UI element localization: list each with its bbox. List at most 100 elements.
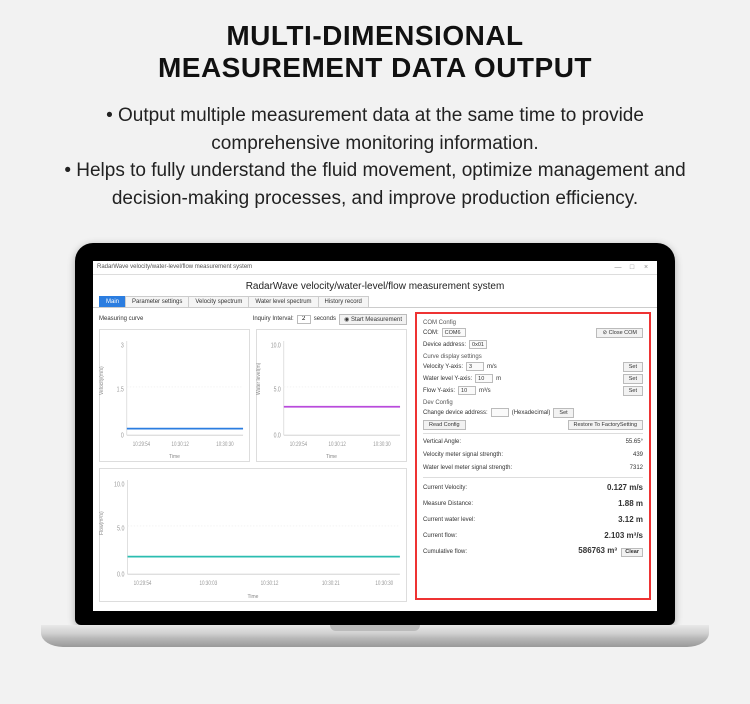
- device-address-field[interactable]: 0x01: [469, 340, 487, 349]
- headline: MULTI-DIMENSIONAL MEASUREMENT DATA OUTPU…: [30, 20, 720, 84]
- cumulative-flow-label: Cumulative flow:: [423, 549, 467, 555]
- flow-chart: Flow(m³/s) Time 10.0 5.0 0.0: [99, 468, 407, 602]
- com-label: COM:: [423, 330, 439, 336]
- vertical-angle-value: 55.65°: [626, 439, 643, 445]
- svg-text:10:30:12: 10:30:12: [329, 441, 346, 448]
- current-flow-value: 2.103 m³/s: [604, 531, 643, 540]
- flow-xlabel: Time: [248, 594, 259, 600]
- measuring-curve-label: Measuring curve: [99, 316, 143, 322]
- window-close-icon[interactable]: ×: [639, 264, 653, 271]
- svg-text:10:30:21: 10:30:21: [322, 581, 340, 588]
- vms-label: Velocity meter signal strength:: [423, 452, 503, 458]
- app-title: RadarWave velocity/water-level/flow meas…: [93, 275, 657, 296]
- tab-velocity-spectrum[interactable]: Velocity spectrum: [188, 296, 249, 307]
- start-measurement-button[interactable]: ◉ Start Measurement: [339, 314, 407, 325]
- flow-y-label: Flow Y-axis:: [423, 388, 455, 394]
- window-titlebar: RadarWave velocity/water-level/flow meas…: [93, 261, 657, 275]
- svg-text:5.0: 5.0: [117, 525, 125, 533]
- left-panel: Measuring curve Inquiry Interval: second…: [93, 308, 413, 606]
- laptop-mockup: RadarWave velocity/water-level/flow meas…: [75, 243, 675, 647]
- waterlevel-xlabel: Time: [326, 454, 337, 460]
- svg-text:10:29:54: 10:29:54: [133, 441, 150, 448]
- svg-text:0.0: 0.0: [274, 431, 282, 439]
- waterlevel-y-input[interactable]: 10: [475, 374, 493, 383]
- laptop-base: [41, 625, 709, 647]
- app-window: RadarWave velocity/water-level/flow meas…: [93, 261, 657, 611]
- velocity-y-set-button[interactable]: Set: [623, 362, 643, 372]
- waterlevel-y-set-button[interactable]: Set: [623, 374, 643, 384]
- curve-settings-title: Curve display settings: [423, 354, 643, 360]
- svg-text:10:30:30: 10:30:30: [216, 441, 233, 448]
- vertical-angle-label: Vertical Angle:: [423, 439, 461, 445]
- flow-y-input[interactable]: 10: [458, 386, 476, 395]
- svg-text:10.0: 10.0: [271, 341, 281, 349]
- svg-text:10:29:54: 10:29:54: [290, 441, 307, 448]
- headline-line2: MEASUREMENT DATA OUTPUT: [158, 52, 592, 83]
- wlms-label: Water level meter signal strength:: [423, 465, 512, 471]
- clear-button[interactable]: Clear: [621, 548, 643, 557]
- svg-text:10:30:12: 10:30:12: [261, 581, 279, 588]
- velocity-y-input[interactable]: 3: [466, 362, 484, 371]
- waterlevel-chart: Water level(m) Time 10.0 5.0 0.0: [256, 329, 407, 463]
- svg-text:10:30:30: 10:30:30: [375, 581, 393, 588]
- current-velocity-value: 0.127 m/s: [607, 483, 643, 492]
- com-config-title: COM Config: [423, 320, 643, 326]
- tab-parameter-settings[interactable]: Parameter settings: [125, 296, 189, 307]
- velocity-xlabel: Time: [169, 454, 180, 460]
- svg-text:5.0: 5.0: [274, 385, 282, 393]
- current-flow-label: Current flow:: [423, 533, 457, 539]
- current-velocity-label: Current Velocity:: [423, 485, 467, 491]
- inquiry-interval-label: Inquiry Interval:: [253, 316, 294, 322]
- tab-water-level-spectrum[interactable]: Water level spectrum: [248, 296, 318, 307]
- bullet-2: • Helps to fully understand the fluid mo…: [40, 157, 710, 212]
- restore-factory-button[interactable]: Restore To FactorySetting: [568, 420, 643, 430]
- cumulative-flow-value: 586763 m³: [578, 546, 617, 555]
- headline-line1: MULTI-DIMENSIONAL: [226, 20, 523, 51]
- laptop-screen-frame: RadarWave velocity/water-level/flow meas…: [75, 243, 675, 625]
- waterlevel-y-unit: m: [496, 376, 501, 382]
- measure-distance-label: Measure Distance:: [423, 501, 473, 507]
- inquiry-interval-input[interactable]: [297, 315, 311, 324]
- svg-text:10:30:12: 10:30:12: [172, 441, 189, 448]
- velocity-chart: Velocity(m/s) Time 3 1.5 0: [99, 329, 250, 463]
- bullet-1: • Output multiple measurement data at th…: [40, 102, 710, 157]
- tab-history-record[interactable]: History record: [318, 296, 369, 307]
- wlms-value: 7312: [630, 465, 643, 471]
- change-addr-hint: (Hexadecimal): [512, 410, 551, 416]
- svg-text:10:30:03: 10:30:03: [199, 581, 217, 588]
- change-addr-set-button[interactable]: Set: [553, 408, 573, 418]
- window-maximize-icon[interactable]: □: [625, 264, 639, 271]
- velocity-y-label: Velocity Y-axis:: [423, 364, 463, 370]
- window-minimize-icon[interactable]: —: [611, 264, 625, 271]
- svg-text:3: 3: [121, 341, 124, 349]
- change-addr-input[interactable]: [491, 408, 509, 417]
- svg-text:0.0: 0.0: [117, 571, 125, 579]
- bullet-list: • Output multiple measurement data at th…: [40, 102, 710, 212]
- flow-y-set-button[interactable]: Set: [623, 386, 643, 396]
- read-config-button[interactable]: Read Config: [423, 420, 466, 430]
- tab-main[interactable]: Main: [99, 296, 126, 307]
- waterlevel-ylabel: Water level(m): [256, 363, 262, 395]
- current-waterlevel-label: Current water level:: [423, 517, 475, 523]
- waterlevel-y-label: Water level Y-axis:: [423, 376, 472, 382]
- dev-config-title: Dev Config: [423, 400, 643, 406]
- svg-text:10:29:54: 10:29:54: [134, 581, 152, 588]
- flow-ylabel: Flow(m³/s): [99, 511, 105, 535]
- svg-text:1.5: 1.5: [117, 385, 125, 393]
- svg-text:10:30:30: 10:30:30: [373, 441, 390, 448]
- inquiry-interval-unit: seconds: [314, 316, 336, 322]
- device-address-label: Device address:: [423, 342, 466, 348]
- config-panel: COM Config COM: COM6 ⊘ Close COM Device …: [415, 312, 651, 600]
- window-title: RadarWave velocity/water-level/flow meas…: [97, 264, 252, 270]
- flow-y-unit: m³/s: [479, 388, 491, 394]
- velocity-y-unit: m/s: [487, 364, 497, 370]
- measure-distance-value: 1.88 m: [618, 499, 643, 508]
- com-select[interactable]: COM6: [442, 328, 466, 337]
- tab-bar: Main Parameter settings Velocity spectru…: [93, 296, 657, 308]
- svg-text:10.0: 10.0: [114, 481, 125, 489]
- svg-text:0: 0: [121, 431, 124, 439]
- close-com-button[interactable]: ⊘ Close COM: [596, 328, 643, 338]
- current-waterlevel-value: 3.12 m: [618, 515, 643, 524]
- velocity-ylabel: Velocity(m/s): [99, 367, 105, 396]
- change-addr-label: Change device address:: [423, 410, 488, 416]
